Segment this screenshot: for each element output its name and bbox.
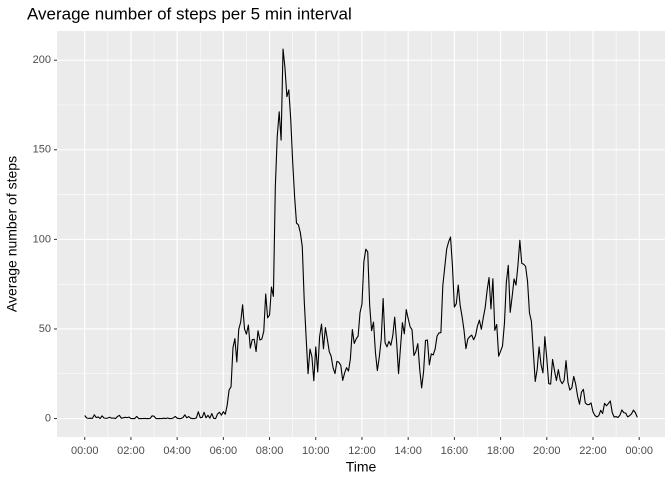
plot-panel [57,31,665,437]
y-tick-label: 200 [33,54,51,66]
x-tick-label: 20:00 [533,445,561,457]
x-tick-label: 12:00 [348,445,376,457]
y-tick-label: 100 [33,233,51,245]
y-axis-label: Average number of steps [4,156,20,312]
x-tick-label: 22:00 [579,445,607,457]
x-tick-label: 00:00 [625,445,653,457]
x-tick-label: 00:00 [71,445,99,457]
x-tick-label: 02:00 [117,445,145,457]
x-tick-label: 10:00 [302,445,330,457]
x-tick-label: 16:00 [441,445,469,457]
x-tick-label: 06:00 [210,445,238,457]
x-tick-label: 14:00 [394,445,422,457]
y-tick-label: 150 [33,144,51,156]
y-tick-label: 50 [39,323,51,335]
x-tick-label: 08:00 [256,445,284,457]
data-line [84,48,638,420]
chart-title: Average number of steps per 5 min interv… [27,4,352,23]
x-axis-label: Time [346,459,377,475]
x-tick-label: 04:00 [163,445,191,457]
x-tick-label: 18:00 [487,445,515,457]
y-tick-label: 0 [45,412,51,424]
